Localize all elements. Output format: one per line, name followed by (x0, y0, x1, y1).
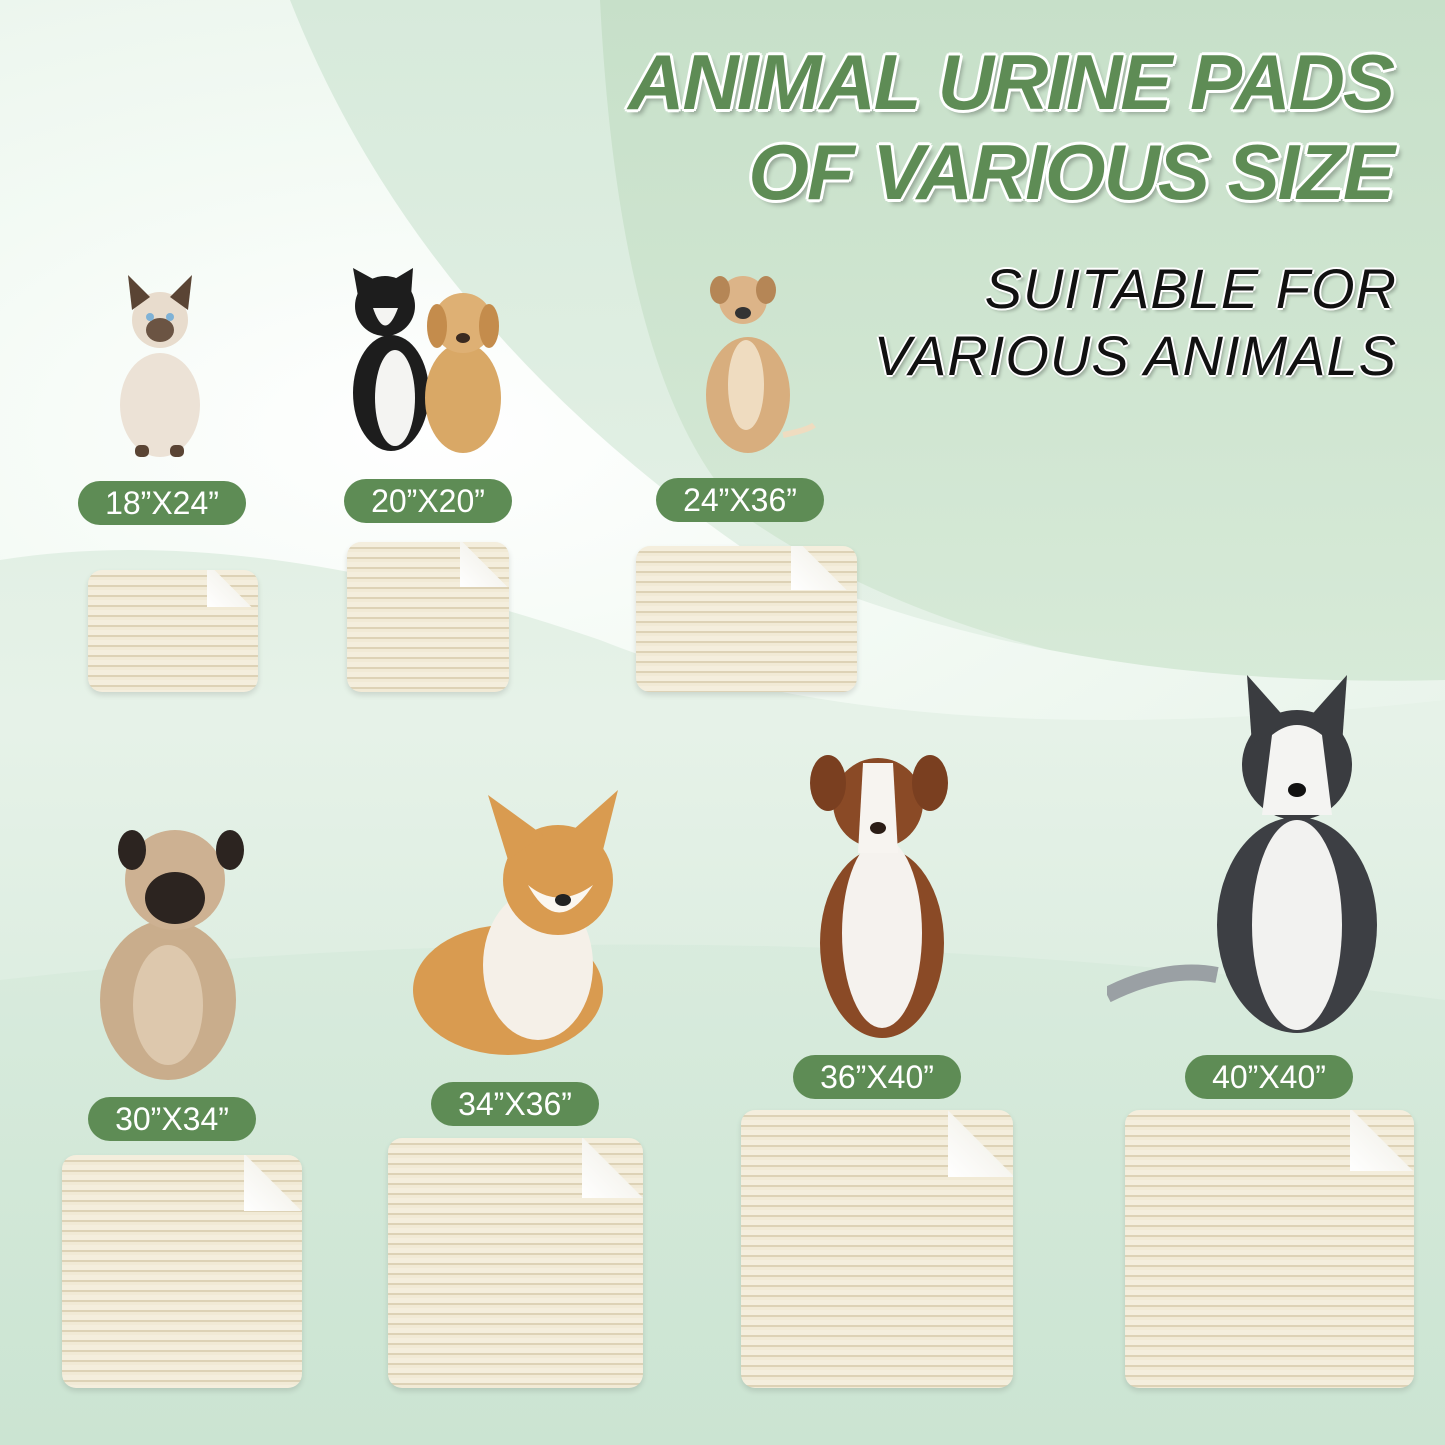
pad-folded-corner (1350, 1110, 1414, 1172)
pad-34x36 (388, 1138, 643, 1388)
background-white-curve (0, 0, 1445, 720)
pad-folded-corner (244, 1155, 302, 1211)
pad-folded-corner (947, 1110, 1013, 1177)
size-badge-18x24: 18”X24” (78, 481, 246, 525)
pad-24x36 (636, 546, 857, 692)
subheadline-line-2: VARIOUS ANIMALS (873, 324, 1397, 387)
australian-shepherd-image (808, 743, 956, 1045)
corgi-image (408, 790, 623, 1063)
size-badge-36x40: 36”X40” (793, 1055, 961, 1099)
size-badge-30x34: 30”X34” (88, 1097, 256, 1141)
pad-40x40 (1125, 1110, 1414, 1388)
husky-image (1107, 675, 1382, 1037)
size-badge-40x40: 40”X40” (1185, 1055, 1353, 1099)
pad-folded-corner (581, 1138, 643, 1198)
pad-20x20 (347, 542, 509, 692)
pad-18x24 (88, 570, 258, 692)
size-badge-34x36: 34”X36” (431, 1082, 599, 1126)
tan-dog-image (688, 265, 816, 458)
pad-36x40 (741, 1110, 1013, 1388)
size-badge-20x20: 20”X20” (344, 479, 512, 523)
background-green-area (600, 0, 1445, 700)
size-badge-24x36: 24”X36” (656, 478, 824, 522)
siamese-cat-image (110, 275, 210, 460)
headline-line-1: ANIMAL URINE PADS (628, 38, 1395, 126)
pad-folded-corner (460, 542, 509, 587)
headline-line-2: OF VARIOUS SIZE (748, 128, 1395, 216)
cat-and-puppy-image (343, 268, 513, 456)
pad-folded-corner (207, 570, 258, 607)
subheadline-line-1: SUITABLE FOR (984, 257, 1397, 320)
pad-folded-corner (790, 546, 857, 590)
background-floor (0, 944, 1445, 1445)
pad-30x34 (62, 1155, 302, 1388)
pug-image (90, 820, 247, 1085)
